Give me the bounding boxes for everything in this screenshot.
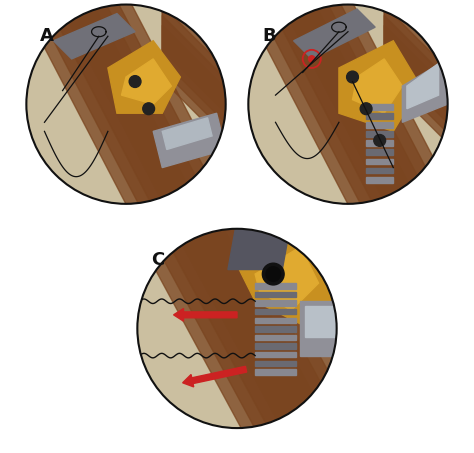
- Polygon shape: [366, 177, 393, 183]
- Polygon shape: [255, 300, 296, 306]
- Polygon shape: [366, 168, 393, 173]
- Circle shape: [129, 76, 141, 87]
- Polygon shape: [366, 140, 393, 146]
- Circle shape: [374, 135, 385, 146]
- Text: A: A: [40, 27, 54, 45]
- Polygon shape: [255, 309, 296, 314]
- Polygon shape: [162, 5, 235, 132]
- Polygon shape: [68, 0, 240, 213]
- FancyArrow shape: [173, 308, 237, 321]
- Polygon shape: [43, 0, 215, 213]
- Polygon shape: [162, 25, 235, 152]
- Circle shape: [309, 56, 315, 62]
- Polygon shape: [366, 131, 393, 137]
- Polygon shape: [162, 118, 212, 149]
- Polygon shape: [366, 159, 393, 164]
- Polygon shape: [17, 0, 190, 213]
- Polygon shape: [239, 0, 411, 213]
- Polygon shape: [169, 220, 350, 437]
- Polygon shape: [353, 59, 402, 113]
- Polygon shape: [252, 0, 424, 213]
- Polygon shape: [283, 240, 346, 339]
- Polygon shape: [255, 352, 296, 357]
- Polygon shape: [255, 326, 296, 332]
- Polygon shape: [153, 113, 226, 168]
- Polygon shape: [366, 122, 393, 128]
- Polygon shape: [402, 59, 447, 122]
- Polygon shape: [407, 63, 438, 109]
- Polygon shape: [182, 220, 364, 437]
- Polygon shape: [121, 59, 171, 104]
- Polygon shape: [384, 5, 457, 132]
- Polygon shape: [283, 230, 346, 329]
- Polygon shape: [283, 220, 346, 319]
- Polygon shape: [255, 335, 296, 340]
- Polygon shape: [237, 229, 337, 328]
- Polygon shape: [255, 343, 296, 349]
- Circle shape: [360, 103, 372, 115]
- Circle shape: [248, 5, 447, 204]
- Polygon shape: [255, 283, 296, 289]
- Polygon shape: [290, 0, 462, 213]
- Polygon shape: [255, 247, 319, 310]
- Text: C: C: [151, 251, 164, 270]
- Text: B: B: [262, 27, 275, 45]
- Polygon shape: [162, 15, 235, 142]
- Polygon shape: [255, 318, 296, 323]
- Polygon shape: [155, 220, 337, 437]
- Polygon shape: [366, 104, 393, 110]
- Polygon shape: [301, 301, 346, 356]
- Polygon shape: [228, 220, 292, 270]
- Polygon shape: [108, 41, 181, 113]
- Polygon shape: [54, 14, 135, 59]
- Polygon shape: [366, 113, 393, 119]
- Polygon shape: [162, 0, 235, 122]
- Polygon shape: [384, 25, 457, 152]
- Circle shape: [346, 71, 358, 83]
- Polygon shape: [384, 15, 457, 142]
- Polygon shape: [339, 41, 420, 131]
- Circle shape: [137, 229, 337, 428]
- Polygon shape: [255, 292, 296, 297]
- Circle shape: [27, 5, 226, 204]
- Circle shape: [137, 229, 337, 428]
- Circle shape: [143, 103, 155, 115]
- Polygon shape: [55, 0, 228, 213]
- Polygon shape: [277, 0, 449, 213]
- Polygon shape: [255, 369, 296, 375]
- Circle shape: [248, 5, 447, 204]
- Polygon shape: [255, 361, 296, 366]
- Polygon shape: [264, 0, 437, 213]
- Circle shape: [266, 267, 281, 281]
- Polygon shape: [128, 220, 310, 437]
- Polygon shape: [196, 220, 377, 437]
- Polygon shape: [293, 9, 375, 59]
- Polygon shape: [366, 149, 393, 155]
- Polygon shape: [142, 220, 323, 437]
- Circle shape: [27, 5, 226, 204]
- FancyArrow shape: [182, 366, 246, 387]
- Circle shape: [263, 263, 284, 285]
- Polygon shape: [305, 306, 337, 337]
- Polygon shape: [384, 0, 457, 122]
- Polygon shape: [30, 0, 202, 213]
